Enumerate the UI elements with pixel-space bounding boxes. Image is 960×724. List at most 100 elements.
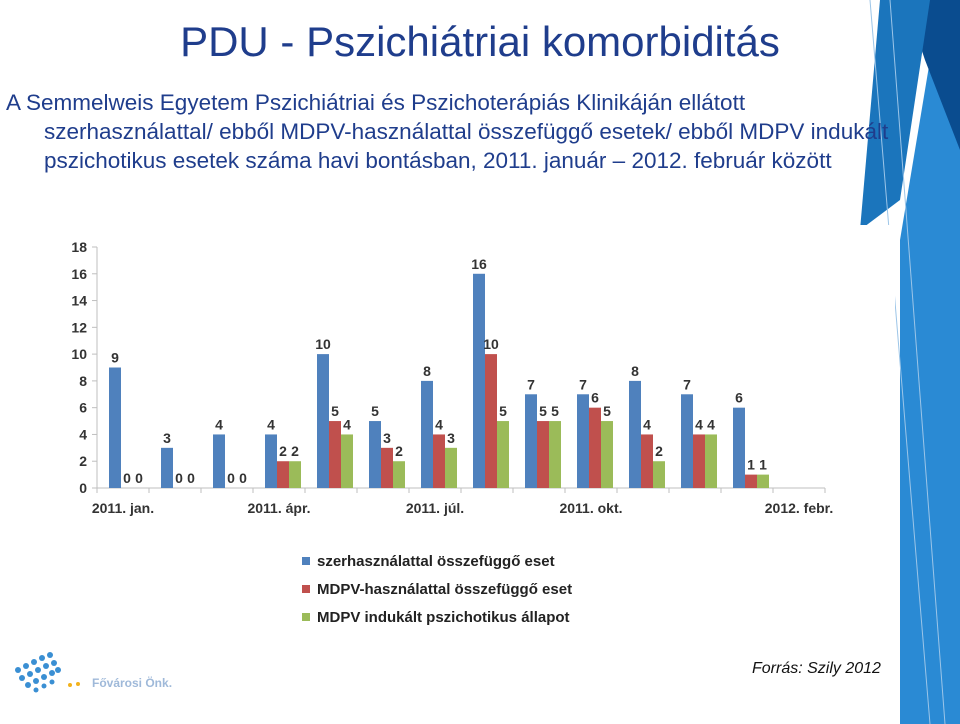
data-label: 5 [603, 403, 611, 419]
data-label: 0 [123, 470, 131, 486]
y-tick-label: 0 [79, 480, 87, 496]
source-note: Forrás: Szily 2012 [752, 660, 881, 677]
bar-green [757, 474, 769, 488]
data-label: 10 [315, 336, 331, 352]
data-label: 9 [111, 350, 119, 366]
data-label: 2 [655, 443, 663, 459]
data-label: 10 [483, 336, 499, 352]
bar-green [393, 461, 405, 488]
y-tick-label: 10 [71, 346, 87, 362]
data-label: 7 [527, 376, 535, 392]
bar-green [601, 421, 613, 488]
slide-title: PDU - Pszichiátriai komorbiditás [180, 18, 780, 65]
legend-swatch [302, 557, 310, 565]
data-label: 4 [695, 416, 703, 432]
slide-subtitle: A Semmelweis Egyetem Pszichiátriai és Ps… [6, 88, 901, 175]
bar-red [641, 434, 653, 488]
bar-blue [369, 421, 381, 488]
data-label: 4 [215, 416, 223, 432]
legend-label: MDPV-használattal összefüggő eset [317, 581, 572, 598]
data-label: 2 [395, 443, 403, 459]
bar-red [433, 434, 445, 488]
data-label: 2 [279, 443, 287, 459]
data-label: 0 [239, 470, 247, 486]
deco-line [889, 0, 946, 724]
bar-green [341, 434, 353, 488]
logo-text: Fővárosi Önk. [92, 676, 173, 690]
data-label: 1 [747, 457, 755, 473]
data-label: 0 [227, 470, 235, 486]
bar-blue [733, 407, 745, 488]
data-label: 3 [447, 430, 455, 446]
x-tick-label: 2011. júl. [406, 500, 464, 516]
bar-green [497, 421, 509, 488]
bar-blue [161, 447, 173, 488]
y-tick-label: 4 [79, 426, 87, 442]
data-label: 2 [291, 443, 299, 459]
bar-blue [681, 394, 693, 488]
x-tick-label: 2011. okt. [559, 500, 622, 516]
legend-swatch [302, 585, 310, 593]
bar-red [485, 354, 497, 488]
data-label: 8 [423, 363, 431, 379]
data-label: 16 [471, 256, 487, 272]
bar-blue [525, 394, 537, 488]
legend-label: MDPV indukált pszichotikus állapot [317, 609, 570, 626]
bar-red [589, 407, 601, 488]
data-label: 0 [175, 470, 183, 486]
deco-line [869, 0, 931, 724]
data-label: 6 [735, 390, 743, 406]
bar-red [537, 421, 549, 488]
data-label: 3 [383, 430, 391, 446]
bar-blue [265, 434, 277, 488]
x-tick-label: 2011. ápr. [247, 500, 310, 516]
bar-red [745, 474, 757, 488]
bar-red [277, 461, 289, 488]
y-tick-label: 6 [79, 400, 87, 416]
data-label: 5 [539, 403, 547, 419]
bar-blue [109, 367, 121, 488]
x-tick-label: 2011. jan. [92, 500, 154, 516]
bar-blue [473, 273, 485, 488]
data-label: 6 [591, 390, 599, 406]
chart-area: 0 2 4 6 8 10 12 14 16 18 2011. jan. 2011. ápr. 2011.… [40, 225, 895, 685]
y-tick-label: 2 [79, 453, 87, 469]
bar-red [329, 421, 341, 488]
data-label: 5 [551, 403, 559, 419]
data-label: 1 [759, 457, 767, 473]
legend-swatch [302, 613, 310, 621]
subtitle-text: A Semmelweis Egyetem Pszichiátriai és Ps… [6, 90, 889, 173]
data-label: 5 [499, 403, 507, 419]
bar-blue [317, 354, 329, 488]
data-label: 4 [343, 416, 351, 432]
data-label: 8 [631, 363, 639, 379]
bar-green [653, 461, 665, 488]
data-label: 0 [135, 470, 143, 486]
data-label: 4 [435, 416, 443, 432]
bar-blue [213, 434, 225, 488]
data-label: 3 [163, 430, 171, 446]
x-tick-label: 2012. febr. [765, 500, 834, 516]
data-label: 7 [579, 376, 587, 392]
y-tick-label: 12 [71, 319, 87, 335]
bar-blue [629, 380, 641, 488]
legend-label: szerhasználattal összefüggő eset [317, 553, 555, 570]
bar-red [381, 447, 393, 488]
organization-logo-icon [15, 652, 80, 693]
y-tick-label: 16 [71, 266, 87, 282]
data-label: 4 [707, 416, 715, 432]
bar-red [693, 434, 705, 488]
data-label: 7 [683, 376, 691, 392]
data-label: 0 [187, 470, 195, 486]
y-tick-label: 14 [71, 293, 87, 309]
bar-green [705, 434, 717, 488]
bar-green [549, 421, 561, 488]
bar-blue [577, 394, 589, 488]
bar-green [289, 461, 301, 488]
right-ribbon-mid [860, 0, 930, 230]
y-tick-label: 8 [79, 373, 87, 389]
data-label: 5 [371, 403, 379, 419]
data-label: 4 [643, 416, 651, 432]
